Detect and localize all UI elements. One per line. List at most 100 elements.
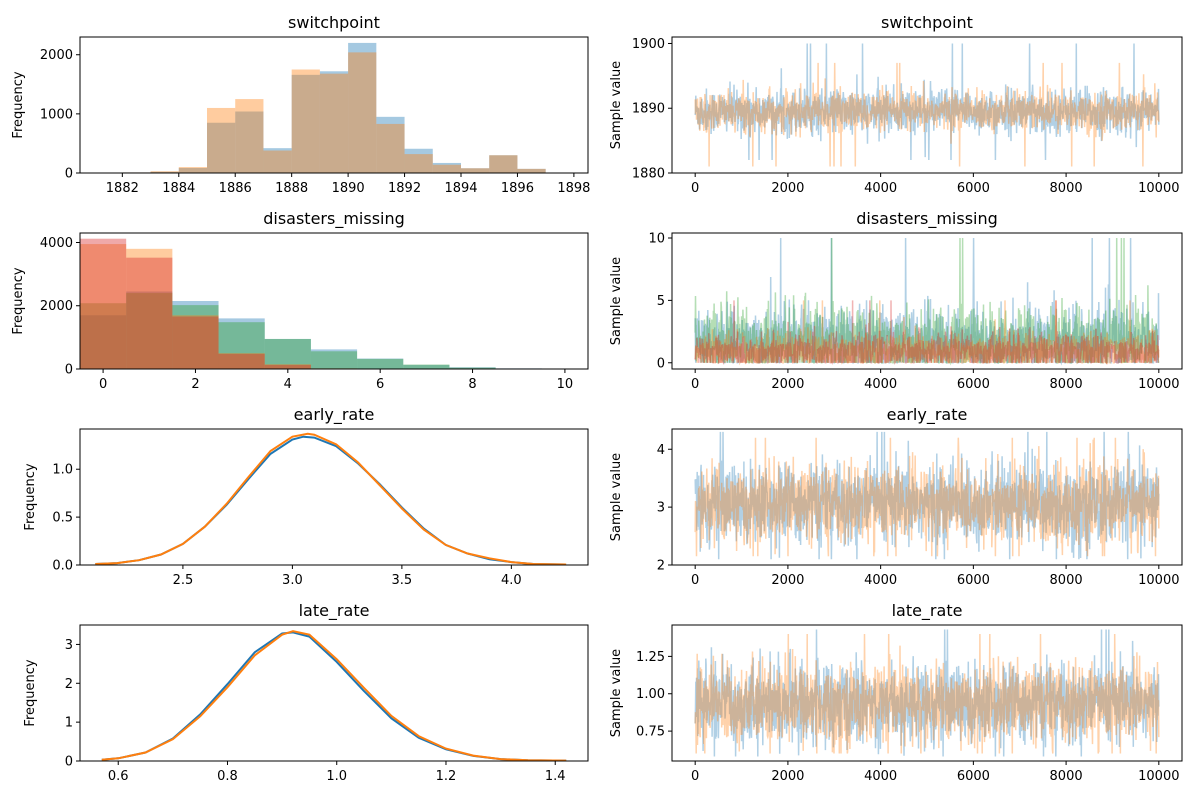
x-tick-label: 8000	[1050, 769, 1083, 784]
hist-bar	[150, 171, 179, 173]
disasters-trace-plot-area	[694, 237, 1160, 366]
hist-bar	[357, 358, 404, 369]
axes-frame	[79, 624, 589, 762]
late-trace-plot-area	[694, 629, 1160, 757]
x-tick-label: 6000	[957, 181, 990, 196]
x-tick-label: 1896	[501, 181, 534, 196]
y-tick-label: 2000	[40, 48, 73, 63]
hist-bar	[218, 353, 265, 369]
x-tick-label: 4000	[864, 573, 897, 588]
switchpoint-hist-panel: 1882 1884 1886 1888 1890 1892 1894 1896 1898 0 100…	[11, 13, 590, 196]
x-tick-label: 2000	[771, 769, 804, 784]
hist-bar	[310, 349, 358, 369]
y-tick-label: 0	[65, 167, 73, 182]
hist-bar	[264, 338, 311, 369]
chart-title: early_rate	[294, 405, 375, 425]
x-tick-label: 4	[284, 377, 292, 392]
x-tick-label: 6000	[957, 377, 990, 392]
x-tick-label: 10000	[1138, 573, 1179, 588]
early-trace-panel: 0 2000 4000 6000 8000 10000 2 3 4 early_rate Sampl…	[609, 405, 1183, 588]
x-tick-label: 4.0	[501, 573, 522, 588]
x-tick-label: 8000	[1050, 573, 1083, 588]
hist-bar	[310, 351, 358, 369]
hist-bar	[80, 244, 127, 369]
x-tick-label: 10	[557, 377, 574, 392]
hist-bar	[489, 155, 518, 173]
disasters-hist-panel: 0 2 4 6 8 10 0 2000 4000 disasters_missing Frequen…	[11, 209, 589, 392]
axes-frame	[79, 36, 589, 174]
hist-bar	[517, 168, 546, 173]
late-kde-plot-area	[101, 630, 567, 761]
hist-bar	[150, 171, 179, 173]
hist-bar	[449, 367, 496, 369]
hist-bar	[218, 318, 265, 369]
y-tick-label: 1900	[632, 37, 665, 52]
x-tick-label: 10000	[1138, 769, 1179, 784]
chart-title: disasters_missing	[856, 209, 998, 229]
x-tick-label: 8	[468, 377, 476, 392]
y-axis-label: Sample value	[609, 61, 624, 149]
hist-bar	[263, 148, 292, 173]
axes-frame	[671, 232, 1183, 370]
chart-title: disasters_missing	[263, 209, 405, 229]
y-tick-label: 4	[657, 443, 665, 458]
hist-bar	[432, 164, 461, 173]
hist-bar	[264, 338, 311, 369]
y-tick-label: 1890	[632, 102, 665, 117]
chart-title: switchpoint	[288, 13, 380, 32]
hist-bar	[80, 238, 127, 369]
y-axis-label: Frequency	[11, 71, 26, 138]
chart-title: late_rate	[299, 601, 370, 621]
x-tick-label: 10000	[1138, 181, 1179, 196]
hist-bar	[172, 301, 219, 369]
trace-line	[694, 437, 1160, 557]
chart-title: early_rate	[887, 405, 968, 425]
switchpoint-trace-panel: 0 2000 4000 6000 8000 10000 1880 1890 1900 switch…	[609, 13, 1183, 196]
y-tick-label: 3	[65, 638, 73, 653]
chart-title: switchpoint	[881, 13, 973, 32]
y-tick-label: 0.75	[636, 725, 665, 740]
hist-bar	[432, 162, 461, 173]
x-tick-label: 2000	[771, 377, 804, 392]
hist-bar	[376, 123, 405, 173]
hist-bar	[461, 168, 490, 173]
y-axis-label: Sample value	[609, 257, 624, 345]
trace-line	[694, 62, 1160, 167]
switchpoint-trace-plot-area	[694, 43, 1160, 167]
hist-bar	[172, 316, 219, 369]
hist-bar	[126, 293, 173, 369]
early-kde-panel: 2.5 3.0 3.5 4.0 0.0 0.5 1.0 early_rate Frequency	[23, 405, 589, 588]
y-tick-label: 0	[65, 363, 73, 378]
hist-bar	[263, 150, 292, 173]
x-tick-label: 1886	[219, 181, 252, 196]
hist-bar	[291, 74, 320, 173]
hist-bar	[319, 73, 349, 173]
hist-bar	[449, 367, 496, 369]
hist-bar	[348, 52, 377, 173]
hist-bar	[126, 257, 173, 369]
hist-bar	[348, 42, 377, 173]
y-tick-label: 1	[65, 716, 73, 731]
trace-line	[694, 431, 1160, 560]
axes-frame	[79, 232, 589, 370]
y-tick-label: 4000	[40, 236, 73, 251]
x-tick-label: 3.0	[282, 573, 303, 588]
hist-bar	[264, 364, 311, 369]
y-tick-label: 5	[657, 294, 665, 309]
hist-bar	[172, 315, 219, 369]
hist-bar	[264, 364, 311, 369]
x-tick-label: 0.8	[217, 769, 238, 784]
x-tick-label: 1894	[444, 181, 477, 196]
y-tick-label: 1000	[40, 107, 73, 122]
hist-bar	[357, 358, 404, 369]
x-tick-label: 0	[691, 377, 699, 392]
y-tick-label: 0.0	[52, 559, 73, 574]
early-trace-plot-area	[694, 431, 1160, 560]
x-tick-label: 1892	[388, 181, 421, 196]
hist-bar	[517, 168, 546, 173]
y-tick-label: 1880	[632, 167, 665, 182]
hist-bar	[126, 248, 173, 369]
x-tick-label: 0	[691, 181, 699, 196]
axes-frame	[671, 624, 1183, 762]
